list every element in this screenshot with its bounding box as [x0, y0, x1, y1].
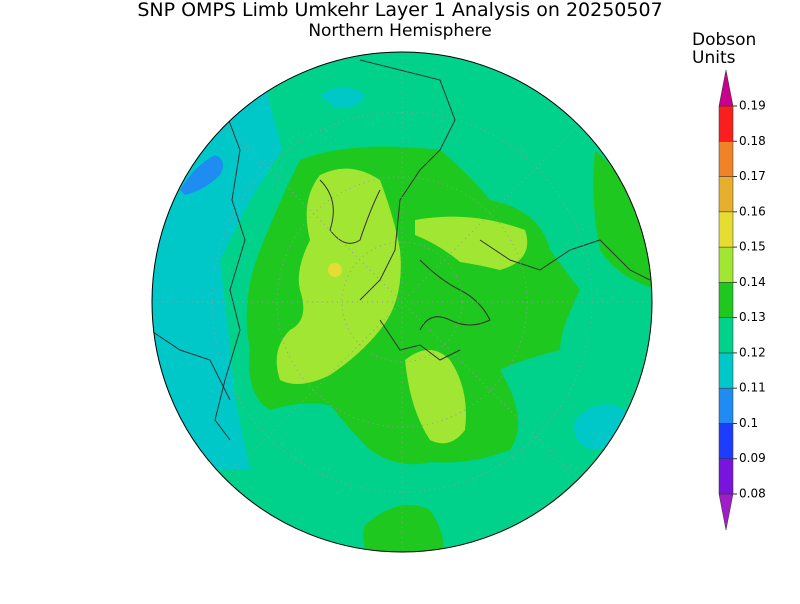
- colorbar-segment: [718, 458, 734, 495]
- colorbar-segment: [718, 352, 734, 389]
- colorbar-segment: [718, 176, 734, 213]
- colorbar-tick-label: 0.1: [739, 416, 758, 430]
- colorbar-tick-label: 0.08: [739, 487, 766, 501]
- coastlines: [152, 59, 651, 441]
- colorbar-tick-label: 0.16: [739, 204, 766, 218]
- colorbar-segment: [718, 317, 734, 354]
- colorbar-tick-label: 0.17: [739, 169, 766, 183]
- colorbar-segment: [718, 282, 734, 318]
- region: [405, 350, 466, 444]
- subtitle: Northern Hemisphere: [308, 21, 491, 41]
- colorbar-tick-label: 0.11: [739, 381, 766, 395]
- colorbar-label: Dobson: [692, 30, 756, 50]
- region: [328, 263, 342, 277]
- colorbar-extend: [718, 493, 734, 531]
- colorbar: 0.08 0.09 0.1 0.11 0.12 0.13 0.14 0.15 0.16 0.17 0…: [718, 69, 766, 531]
- colorbar-tick-label: 0.09: [739, 451, 766, 465]
- region: [320, 87, 365, 109]
- colorbar-segment: [718, 211, 734, 248]
- colorbar-extend: [718, 69, 734, 107]
- colorbar-tick-label: 0.13: [739, 310, 766, 324]
- colorbar-tick-label: 0.12: [739, 345, 766, 359]
- title: SNP OMPS Limb Umkehr Layer 1 Analysis on…: [137, 0, 662, 21]
- colorbar-segment: [718, 423, 734, 459]
- map-border: [151, 51, 653, 553]
- region: [415, 216, 528, 270]
- region: [363, 505, 444, 552]
- colorbar-tick-label: 0.18: [739, 134, 766, 148]
- colorbar-tick-label: 0.15: [739, 240, 766, 254]
- region: [180, 155, 224, 195]
- region: [593, 150, 652, 290]
- map: [152, 52, 652, 552]
- colorbar-tick-label: 0.14: [739, 275, 766, 289]
- colorbar-segment: [718, 246, 734, 283]
- colorbar-segment: [718, 141, 734, 177]
- colorbar-tick-label: 0.19: [739, 99, 766, 113]
- colorbar-segment: [718, 105, 734, 142]
- colorbar-segment: [718, 387, 734, 424]
- region: [276, 168, 401, 384]
- graticule: [152, 52, 652, 552]
- colorbar-label: Units: [692, 48, 736, 68]
